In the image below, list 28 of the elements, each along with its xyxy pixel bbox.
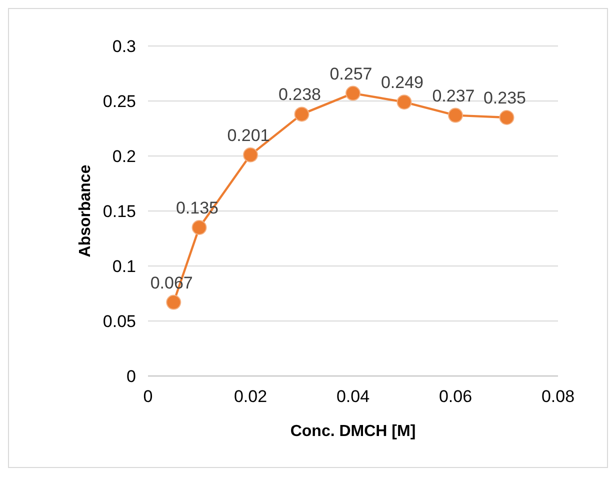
- point: [499, 110, 514, 125]
- x-tick-label: 0.08: [541, 387, 575, 406]
- y-tick-label: 0.2: [112, 147, 136, 166]
- x-tick-label: 0.04: [336, 387, 370, 406]
- data-label: 0.257: [330, 64, 372, 84]
- y-tick-label: 0.15: [102, 202, 136, 221]
- y-tick-label: 0.1: [112, 257, 136, 276]
- y-tick-label: 0.05: [102, 312, 136, 331]
- point: [346, 86, 360, 101]
- x-tick-label: 0.02: [234, 387, 268, 406]
- y-tick-label: 0.3: [112, 37, 136, 56]
- x-tick-label: 0.06: [438, 387, 472, 406]
- data-label: 0.249: [380, 73, 424, 92]
- point: [192, 220, 207, 235]
- data-label: 0.237: [432, 86, 475, 106]
- x-tick-label: 0: [143, 387, 153, 406]
- point: [243, 147, 258, 162]
- y-axis-title: Absorbance: [77, 164, 94, 258]
- point: [294, 106, 310, 122]
- point: [396, 94, 412, 110]
- data-label: 0.235: [483, 88, 526, 108]
- data-label: 0.201: [227, 126, 270, 145]
- point: [448, 108, 463, 123]
- point: [166, 294, 182, 310]
- y-tick-label: 0.25: [102, 92, 136, 111]
- x-axis-title: Conc. DMCH [M]: [290, 423, 416, 440]
- y-tick-label: 0: [126, 367, 136, 386]
- data-label: 0.238: [278, 85, 322, 104]
